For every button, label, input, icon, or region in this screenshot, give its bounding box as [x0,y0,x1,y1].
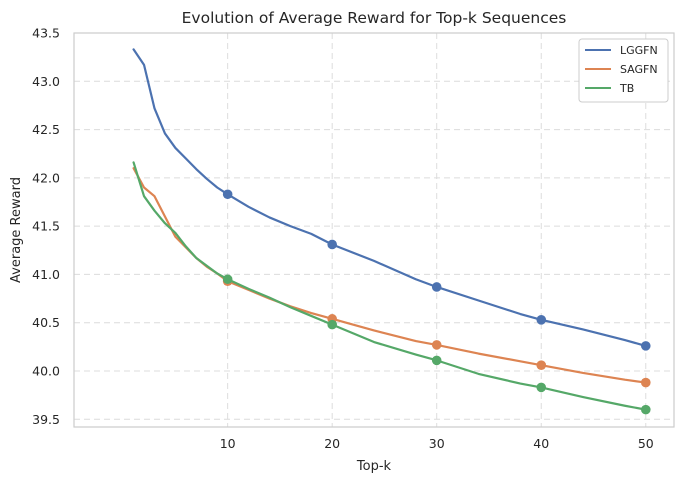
data-point-tb [431,355,442,366]
y-tick-label: 39.5 [32,412,60,427]
chart-title: Evolution of Average Reward for Top-k Se… [182,9,567,27]
x-tick-label: 10 [220,436,236,451]
data-point-lggfn [536,315,547,325]
series-line-lggfn [132,48,647,347]
x-tick-label: 40 [533,436,549,451]
data-point-sagfn [431,340,442,350]
x-tick-label: 50 [638,436,654,451]
data-point-tb [536,382,547,393]
legend-label-sagfn: SAGFN [620,63,658,76]
legend-box [578,38,669,103]
data-point-lggfn [327,239,337,250]
legend-label-lggfn: LGGFN [620,44,658,57]
y-tick-label: 40.0 [32,363,60,378]
plot-frame [73,32,675,428]
y-tick-label: 41.5 [32,219,60,234]
data-point-tb [640,404,651,415]
legend-label-tb: TB [619,82,634,95]
y-axis-label: Average Reward [9,177,24,283]
x-axis-label: Top-k [356,459,392,474]
data-series [132,48,651,415]
y-tick-label: 43.0 [32,74,60,89]
plot-area [74,33,674,427]
series-line-tb [132,161,647,411]
axis-ticks: 10 20 30 40 50 39.5 40.0 40.5 41.0 41.5 42.0 42.5 43… [32,26,654,452]
y-tick-label: 41.0 [32,267,60,282]
y-tick-label: 42.0 [32,170,60,185]
y-tick-label: 43.5 [32,26,60,41]
data-point-tb [327,319,337,330]
x-tick-label: 30 [429,436,445,451]
data-point-sagfn [536,360,547,370]
data-point-lggfn [640,341,651,351]
data-point-lggfn [222,189,233,200]
y-tick-label: 42.5 [32,122,60,137]
legend: LGGFN SAGFN TB [578,38,669,103]
x-tick-label: 20 [324,436,340,451]
data-point-lggfn [431,282,442,292]
data-point-tb [222,274,233,285]
y-tick-label: 40.5 [32,315,60,330]
data-point-sagfn [640,377,651,388]
